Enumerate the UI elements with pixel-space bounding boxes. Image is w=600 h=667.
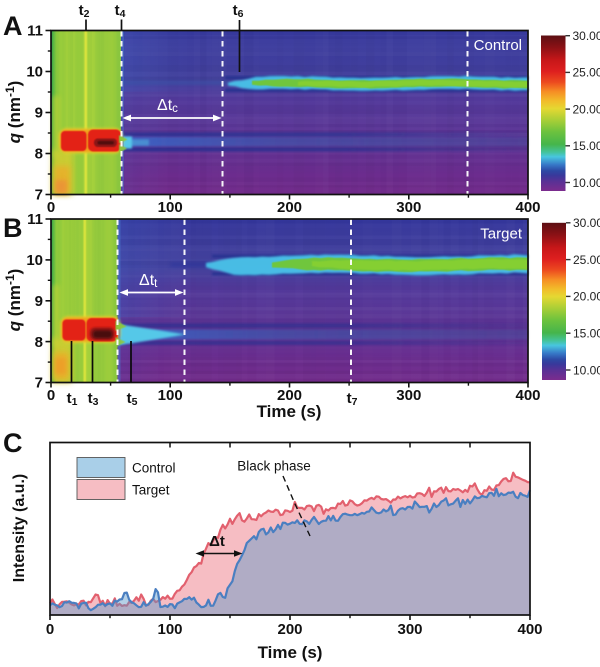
svg-text:t5: t5	[127, 390, 138, 408]
svg-text:15.00: 15.00	[573, 327, 600, 341]
svg-text:200: 200	[277, 387, 302, 404]
svg-text:300: 300	[397, 621, 422, 638]
svg-text:11: 11	[27, 23, 43, 40]
svg-text:30.00: 30.00	[573, 29, 600, 43]
svg-text:q (nm-1): q (nm-1)	[3, 269, 24, 332]
svg-text:100: 100	[158, 199, 183, 216]
svg-text:7: 7	[35, 375, 43, 392]
svg-text:25.00: 25.00	[573, 66, 600, 80]
svg-text:100: 100	[158, 387, 183, 404]
svg-text:11: 11	[27, 211, 43, 228]
svg-text:q (nm-1): q (nm-1)	[3, 81, 24, 144]
svg-text:10.00: 10.00	[573, 363, 600, 377]
svg-text:30.00: 30.00	[573, 216, 600, 230]
svg-text:Δt: Δt	[209, 533, 225, 550]
svg-text:Target: Target	[480, 226, 523, 243]
svg-text:400: 400	[515, 387, 540, 404]
svg-text:B: B	[3, 213, 23, 243]
svg-text:300: 300	[396, 199, 421, 216]
svg-text:300: 300	[396, 387, 421, 404]
svg-text:9: 9	[35, 105, 43, 122]
svg-text:t3: t3	[88, 390, 99, 408]
svg-text:t4: t4	[115, 2, 126, 20]
svg-text:400: 400	[515, 199, 540, 216]
svg-text:C: C	[3, 428, 23, 458]
svg-text:Time (s): Time (s)	[258, 643, 323, 662]
svg-text:400: 400	[517, 621, 542, 638]
svg-text:t2: t2	[79, 2, 90, 20]
svg-text:8: 8	[35, 334, 43, 351]
svg-text:200: 200	[277, 199, 302, 216]
svg-text:20.00: 20.00	[573, 102, 600, 116]
svg-text:20.00: 20.00	[573, 290, 600, 304]
svg-text:Time (s): Time (s)	[257, 402, 322, 421]
svg-text:15.00: 15.00	[573, 139, 600, 153]
svg-text:10: 10	[26, 252, 43, 269]
svg-text:9: 9	[35, 293, 43, 310]
svg-text:7: 7	[35, 187, 43, 204]
svg-text:Control: Control	[132, 461, 176, 476]
svg-text:10: 10	[26, 64, 43, 81]
svg-text:100: 100	[157, 621, 182, 638]
svg-text:A: A	[3, 11, 23, 41]
svg-text:Control: Control	[474, 37, 522, 54]
svg-text:0: 0	[47, 199, 55, 216]
svg-text:t6: t6	[233, 2, 244, 20]
svg-text:200: 200	[277, 621, 302, 638]
svg-text:0: 0	[46, 621, 54, 638]
svg-text:t7: t7	[347, 390, 358, 408]
svg-text:Target: Target	[132, 483, 170, 498]
svg-text:25.00: 25.00	[573, 253, 600, 267]
svg-text:10.00: 10.00	[573, 176, 600, 190]
svg-text:Δtt: Δtt	[139, 272, 158, 290]
svg-text:t1: t1	[67, 390, 78, 408]
svg-text:Black phase: Black phase	[237, 459, 311, 474]
svg-text:0: 0	[47, 387, 55, 404]
svg-text:Intensity (a.u.): Intensity (a.u.)	[11, 474, 28, 582]
svg-text:8: 8	[35, 146, 43, 163]
